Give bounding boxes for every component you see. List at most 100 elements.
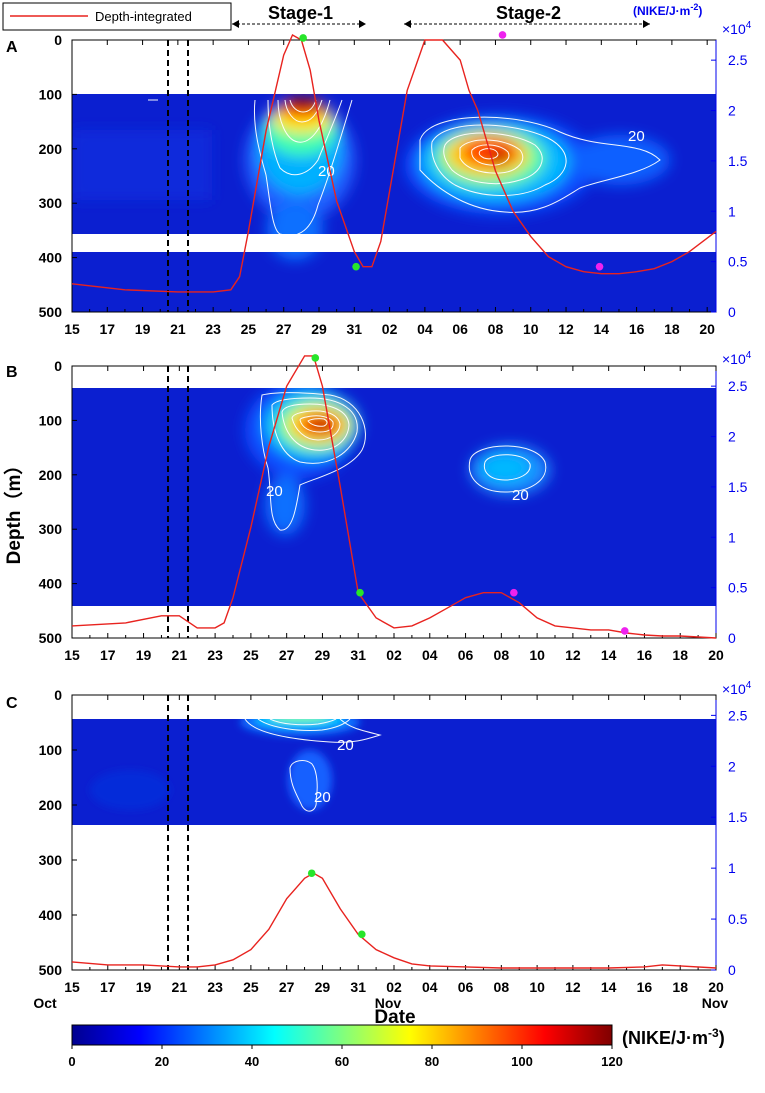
legend-label: Depth-integrated xyxy=(95,9,192,24)
colorbar-tick-label: 80 xyxy=(425,1054,439,1069)
panel-a-xtick-label: 12 xyxy=(558,321,574,337)
panel-a-right-tick-label: 0.5 xyxy=(728,254,748,270)
panel-b-contour-label-2: 20 xyxy=(512,487,529,504)
panel-c-marker xyxy=(358,930,366,939)
panel-a-data-gap xyxy=(72,234,716,252)
panel-b-ytick-label: 300 xyxy=(39,521,63,537)
panel-c-ytick-label: 0 xyxy=(54,687,62,703)
panel-a-xtick-label: 23 xyxy=(205,321,221,337)
panel-c-right-tick-label: 2.5 xyxy=(728,707,748,723)
panel-b-curve-layer xyxy=(71,354,717,639)
y-axis-label: Depth（m） xyxy=(2,456,25,565)
panel-a-xtick-label: 15 xyxy=(64,321,80,337)
x-axis-label: Date xyxy=(374,1007,415,1028)
colorbar-ticks: 0 20 40 60 80 100 120 xyxy=(68,1045,623,1069)
panel-b-heatmap: 20 20 xyxy=(72,388,716,606)
colorbar: 0 20 40 60 80 100 120 (NIKE/J·m-3) xyxy=(68,1024,725,1069)
colorbar-unit: (NIKE/J·m-3) xyxy=(622,1026,725,1048)
panel-b-xtick-label: 17 xyxy=(100,647,116,663)
panel-c-right-tick-label: 2 xyxy=(728,758,736,774)
panel-b-xtick-label: 08 xyxy=(494,647,510,663)
panel-c-ytick-label: 100 xyxy=(39,742,63,758)
panel-a-marker xyxy=(299,34,307,42)
panel-b-right-tick-label: 1.5 xyxy=(728,479,748,495)
panel-a-xtick-label: 31 xyxy=(347,321,363,337)
colorbar-tick-label: 60 xyxy=(335,1054,349,1069)
panel-a-xtick-label: 16 xyxy=(629,321,645,337)
panel-a-axes: 0 100 200 300 400 500 0 0.5 1 1.5 2 2.5 ×104 15 17 19 21… xyxy=(39,20,752,337)
panel-a-right-tick-label: 2 xyxy=(728,103,736,119)
panel-a-xtick-label: 25 xyxy=(241,321,257,337)
panel-c-xtick-label: 08 xyxy=(494,979,510,995)
panel-a-xtick-label: 14 xyxy=(594,321,610,337)
panel-c-xtick-label: 10 xyxy=(529,979,545,995)
panel-c-event-lines xyxy=(167,695,189,970)
panel-a-xtick-label: 21 xyxy=(170,321,186,337)
panel-c-xtick-label: 31 xyxy=(350,979,366,995)
month-label-nov-mid: Nov xyxy=(375,995,402,1011)
panel-a-xtick-label: 10 xyxy=(523,321,539,337)
panel-c-axes: 0 100 200 300 400 500 0 0.5 1 1.5 2 2.5 ×104 15 17 19 21… xyxy=(39,680,752,995)
panel-b-ytick-label: 500 xyxy=(39,630,63,646)
month-label-oct: Oct xyxy=(33,995,57,1011)
panel-c-contour-label-2: 20 xyxy=(314,789,331,806)
panel-a-depth-integrated-line xyxy=(71,34,717,293)
panel-b-ytick-label: 100 xyxy=(39,412,63,428)
panel-a-ytick-label: 500 xyxy=(39,304,63,320)
right-axis-unit: (NIKE/J·m-2) xyxy=(633,2,702,18)
panel-c-curve-layer xyxy=(71,869,717,969)
panel-b-event-lines xyxy=(167,366,189,638)
panel-a-xtick-label: 20 xyxy=(699,321,715,337)
panel-a-ytick-label: 0 xyxy=(54,32,62,48)
panel-c-right-tick-label: 0 xyxy=(728,962,736,978)
panel-c-contour-label-1: 20 xyxy=(337,737,354,754)
panel-b-right-tick-label: 0.5 xyxy=(728,580,748,596)
panel-c-xtick-label: 04 xyxy=(422,979,438,995)
panel-a-xtick-label: 18 xyxy=(664,321,680,337)
panel-b-right-tick-label: 2.5 xyxy=(728,378,748,394)
panel-a-marker xyxy=(595,262,604,271)
panel-c-xtick-label: 18 xyxy=(672,979,688,995)
panel-c-xtick-label: 12 xyxy=(565,979,581,995)
panel-b-xtick-label: 23 xyxy=(207,647,223,663)
panel-a-xtick-label: 27 xyxy=(276,321,292,337)
panel-a-xtick-label: 19 xyxy=(135,321,151,337)
panel-c-marker xyxy=(307,869,316,878)
panel-b-xtick-label: 10 xyxy=(529,647,545,663)
stage-1-annotation: Stage-1 xyxy=(232,3,366,28)
stage-1-arrow-right-head xyxy=(359,20,366,28)
panel-c-xtick-label: 17 xyxy=(100,979,116,995)
panel-b-xtick-label: 06 xyxy=(458,647,474,663)
stage-2-label: Stage-2 xyxy=(496,3,561,23)
panel-b-right-tick-label: 0 xyxy=(728,630,736,646)
panel-b-xtick-label: 31 xyxy=(350,647,366,663)
panel-a-right-tick-label: 1.5 xyxy=(728,153,748,169)
panel-b-right-tick-label: 1 xyxy=(728,529,736,545)
colorbar-tick-label: 20 xyxy=(155,1054,169,1069)
panel-c-xtick-label: 27 xyxy=(279,979,295,995)
panel-a-xtick-label: 29 xyxy=(311,321,327,337)
panel-b-label: B xyxy=(6,364,18,381)
panel-b-right-tick-label: 2 xyxy=(728,429,736,445)
panel-c-xtick-label: 16 xyxy=(637,979,653,995)
panel-c-right-tick-label: 0.5 xyxy=(728,911,748,927)
panel-a-ytick-label: 400 xyxy=(39,250,63,266)
panel-b-axes: 0 100 200 300 400 500 0 0.5 1 1.5 2 2.5 ×104 15 17 19 21… xyxy=(39,350,752,663)
legend-box: Depth-integrated xyxy=(2,2,232,31)
panel-a-marker xyxy=(498,31,507,39)
panel-a-xtick-label: 06 xyxy=(452,321,468,337)
panel-c-right-tick-label: 1.5 xyxy=(728,809,748,825)
panel-a-label: A xyxy=(6,39,18,56)
panel-c-exponent: ×104 xyxy=(722,680,752,697)
panel-c-right-tick-label: 1 xyxy=(728,860,736,876)
panel-b-xtick-label: 16 xyxy=(637,647,653,663)
panel-b-xtick-label: 12 xyxy=(565,647,581,663)
panel-b-contours xyxy=(259,392,547,531)
panel-b-marker xyxy=(311,354,320,362)
panel-b-xtick-label: 14 xyxy=(601,647,617,663)
panel-c-ytick-label: 200 xyxy=(39,797,63,813)
panel-c-ytick-label: 400 xyxy=(39,907,63,923)
panel-b-xtick-label: 19 xyxy=(136,647,152,663)
